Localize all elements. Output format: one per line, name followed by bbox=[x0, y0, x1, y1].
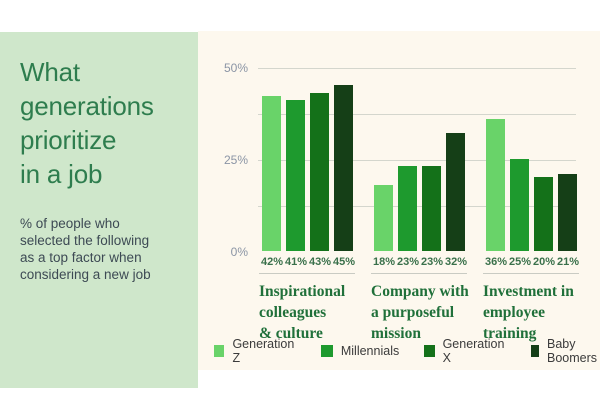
bar-millennials bbox=[510, 159, 529, 251]
value-label: 23% bbox=[396, 256, 420, 268]
legend-label: Baby Boomers bbox=[547, 337, 598, 365]
bar-baby-boomers bbox=[558, 173, 577, 251]
bar-generation-z bbox=[374, 184, 393, 251]
value-label-row: 36% 25% 20% 21% bbox=[484, 256, 580, 268]
y-axis-tick: 50% bbox=[223, 61, 248, 75]
legend-swatch-icon bbox=[320, 345, 333, 357]
legend: Generation Z Millennials Generation X Baby … bbox=[214, 337, 600, 365]
legend-item: Baby Boomers bbox=[531, 337, 600, 365]
bar-generation-z bbox=[262, 96, 281, 251]
category-label: Inspirational colleagues & culture bbox=[259, 283, 346, 342]
value-label: 45% bbox=[332, 256, 356, 268]
bar-group bbox=[374, 133, 465, 251]
legend-item: Generation X bbox=[424, 337, 506, 365]
y-axis-tick: 25% bbox=[223, 153, 248, 167]
value-label-row: 18% 23% 23% 32% bbox=[372, 256, 468, 268]
value-label: 41% bbox=[284, 256, 308, 268]
bar-group bbox=[262, 85, 353, 251]
bar-generation-z bbox=[486, 118, 505, 251]
value-label: 21% bbox=[556, 256, 580, 268]
chart-panel: 50% 25% 0% 42% 41% 43% 45% Inspirational collea… bbox=[198, 31, 600, 370]
value-label: 43% bbox=[308, 256, 332, 268]
gridline bbox=[258, 206, 576, 207]
legend-swatch-icon bbox=[531, 345, 539, 357]
value-label: 25% bbox=[508, 256, 532, 268]
y-axis-tick: 0% bbox=[230, 245, 248, 259]
bar-millennials bbox=[286, 100, 305, 251]
bar-group bbox=[486, 118, 577, 251]
bar-millennials bbox=[398, 166, 417, 251]
bar-generation-x bbox=[310, 92, 329, 251]
bar-baby-boomers bbox=[334, 85, 353, 251]
gridline bbox=[258, 114, 576, 115]
left-panel: What generations prioritize in a job % o… bbox=[0, 32, 198, 388]
category-separator bbox=[259, 273, 355, 274]
category-label: Company with a purposeful mission bbox=[371, 283, 469, 342]
page-title: What generations prioritize in a job bbox=[20, 57, 154, 189]
bar-generation-x bbox=[534, 177, 553, 251]
value-label: 36% bbox=[484, 256, 508, 268]
value-label: 42% bbox=[260, 256, 284, 268]
value-label: 32% bbox=[444, 256, 468, 268]
category-separator bbox=[371, 273, 467, 274]
legend-label: Generation X bbox=[442, 337, 505, 365]
legend-label: Millennials bbox=[340, 344, 400, 358]
legend-swatch-icon bbox=[424, 345, 435, 357]
value-label: 18% bbox=[372, 256, 396, 268]
gridline bbox=[258, 68, 576, 69]
legend-swatch-icon bbox=[214, 345, 225, 357]
legend-item: Generation Z bbox=[214, 337, 296, 365]
gridline bbox=[258, 160, 576, 161]
value-label: 23% bbox=[420, 256, 444, 268]
value-label: 20% bbox=[532, 256, 556, 268]
legend-item: Millennials bbox=[320, 344, 400, 358]
legend-label: Generation Z bbox=[232, 337, 295, 365]
bar-generation-x bbox=[422, 166, 441, 251]
bar-baby-boomers bbox=[446, 133, 465, 251]
value-label-row: 42% 41% 43% 45% bbox=[260, 256, 356, 268]
page-subtitle: % of people who selected the following a… bbox=[20, 216, 151, 282]
category-separator bbox=[483, 273, 579, 274]
category-label: Investment in employee training bbox=[483, 283, 574, 342]
